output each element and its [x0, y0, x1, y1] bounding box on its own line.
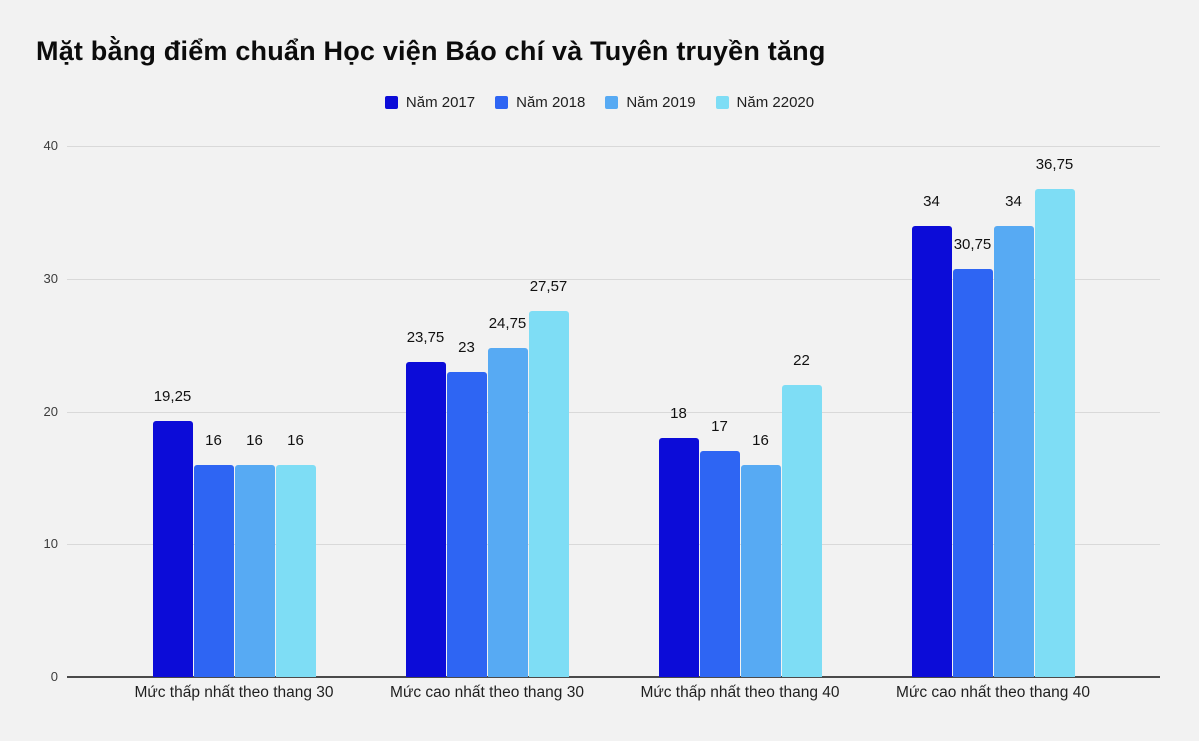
- bar-value-label: 18: [670, 405, 687, 423]
- bar-năm-2018-group4: [952, 268, 993, 677]
- x-axis-line: [67, 676, 1160, 678]
- bar-năm-2017-group4: [911, 225, 952, 677]
- legend-label: Năm 2017: [405, 94, 476, 111]
- legend-label: Năm 22020: [736, 94, 815, 111]
- legend-item-4: Năm 22020: [715, 94, 815, 111]
- bar-năm-2019-group1: [234, 464, 275, 677]
- legend-swatch-icon: [495, 96, 509, 109]
- gridline: [67, 146, 1160, 147]
- legend-swatch-icon: [605, 96, 619, 109]
- legend-label: Năm 2019: [626, 94, 696, 111]
- y-tick-label: 30: [43, 270, 58, 286]
- gridline: [67, 544, 1160, 546]
- bar-năm-2017-group1: [152, 421, 193, 677]
- y-tick-label: 20: [43, 403, 58, 419]
- bar-value-label: 16: [205, 431, 222, 449]
- y-tick-label: 10: [43, 536, 58, 552]
- legend-label: Năm 2018: [516, 94, 586, 111]
- bar-năm-2017-group3: [658, 438, 699, 677]
- bar-value-label: 34: [923, 192, 940, 210]
- bar-năm-2018-group2: [446, 371, 487, 677]
- bar-value-label: 36,75: [1035, 156, 1074, 174]
- legend-item-3: Năm 2019: [605, 94, 696, 111]
- bar-năm-2019-group3: [740, 464, 781, 677]
- bar-value-label: 22: [793, 351, 810, 369]
- gridline: [67, 278, 1160, 280]
- bar-value-label: 27,57: [529, 278, 568, 295]
- bar-value-label: 24,75: [488, 315, 527, 333]
- bar-năm-2019-group4: [993, 225, 1034, 677]
- bar-value-label: 30,75: [953, 235, 992, 253]
- bar-value-label: 23,75: [406, 328, 445, 346]
- bar-năm-2017-group2: [405, 361, 446, 677]
- bar-năm-22020-group2: [528, 311, 569, 677]
- bar-năm-22020-group1: [275, 464, 316, 677]
- bar-value-label: 19,25: [153, 388, 192, 406]
- bar-value-label: 16: [752, 431, 769, 449]
- y-tick-label: 0: [50, 669, 58, 684]
- bar-value-label: 17: [711, 418, 728, 436]
- bar-value-label: 16: [246, 431, 263, 449]
- bar-năm-22020-group3: [781, 384, 822, 677]
- legend-swatch-icon: [384, 96, 398, 109]
- gridline: [67, 411, 1160, 413]
- legend-item-1: Năm 2017: [384, 94, 476, 111]
- bar-năm-22020-group4: [1034, 189, 1075, 677]
- bar-value-label: 34: [1005, 192, 1022, 210]
- y-tick-label: 40: [43, 138, 58, 153]
- x-axis-label-group2: Mức cao nhất theo thang 30: [390, 684, 584, 701]
- chart-title: Mặt bằng điểm chuẩn Học viện Báo chí và …: [36, 36, 826, 66]
- bar-value-label: 23: [458, 338, 475, 356]
- x-axis-label-group3: Mức thấp nhất theo thang 40: [640, 684, 840, 701]
- bar-năm-2018-group3: [699, 451, 740, 677]
- legend-item-2: Năm 2018: [495, 95, 585, 110]
- x-axis-label-group1: Mức thấp nhất theo thang 30: [134, 684, 334, 701]
- legend-swatch-icon: [715, 96, 729, 109]
- bar-năm-2018-group1: [193, 464, 234, 677]
- chart-legend: Năm 2017 Năm 2018 Năm 2019 Năm 22020: [0, 95, 1199, 110]
- bar-value-label: 16: [287, 431, 304, 449]
- bar-năm-2019-group2: [487, 348, 528, 677]
- x-axis-label-group4: Mức cao nhất theo thang 40: [896, 684, 1090, 701]
